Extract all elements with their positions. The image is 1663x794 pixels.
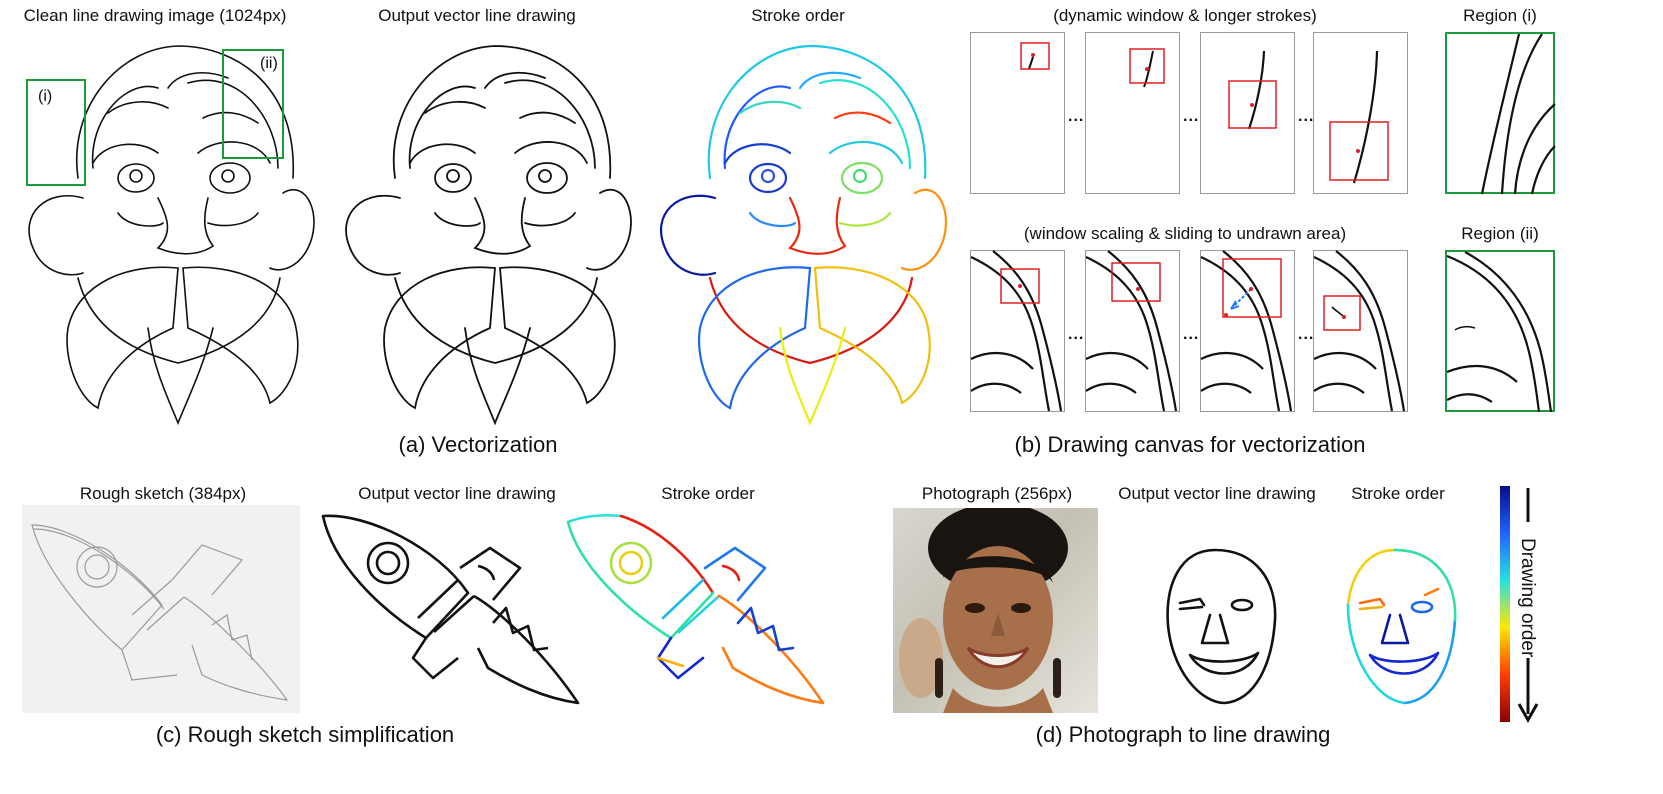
ellipsis-2: ... [1183,108,1200,125]
label-output-vector-a: Output vector line drawing [378,6,576,25]
face-photo-output-vector [1166,548,1277,705]
label-stroke-order-a: Stroke order [751,6,845,25]
caption-d: (d) Photograph to line drawing [1035,722,1331,747]
label-stroke-order-d: Stroke order [1351,484,1445,503]
label-clean-line-drawing: Clean line drawing image (1024px) [23,6,287,25]
ellipsis-4: ... [1068,326,1085,343]
canvas-row1-step3 [1200,32,1295,194]
ellipsis-3: ... [1298,108,1315,125]
region-i-zoom [1445,32,1556,195]
region-ii-tag: (ii) [260,55,278,72]
label-stroke-order-c: Stroke order [661,484,755,503]
face-clean-drawing [26,45,315,426]
ellipsis-1: ... [1068,108,1085,125]
ellipsis-6: ... [1298,326,1315,343]
rough-sketch-image [22,505,300,713]
canvas-row1-step1 [970,32,1065,194]
face-output-vector [345,45,632,426]
canvas-row2-step3 [1200,250,1295,412]
face-stroke-order [659,44,948,426]
caption-b: (b) Drawing canvas for vectorization [1014,432,1366,457]
caption-a: (a) Vectorization [398,432,558,457]
ellipsis-5: ... [1183,326,1200,343]
label-region-i: Region (i) [1463,6,1537,25]
canvas-row1-step2 [1085,32,1180,194]
rocket-output-vector [321,514,580,705]
rocket-stroke-order [566,513,825,705]
region-ii-zoom [1445,250,1555,413]
label-rough-sketch: Rough sketch (384px) [79,484,247,503]
drawing-order-label: Drawing order [1517,538,1538,658]
label-output-vector-c: Output vector line drawing [358,484,556,503]
face-photo-stroke-order [1346,548,1457,705]
drawing-order-colorbar [1500,486,1510,722]
label-photograph: Photograph (256px) [921,484,1073,503]
canvas-row2-step4 [1313,250,1408,412]
photograph-image [893,508,1098,713]
canvas-row2-step2 [1085,250,1180,412]
region-i-tag: (i) [38,88,53,105]
label-row2-b: (window scaling & sliding to undrawn are… [1023,224,1347,243]
caption-c: (c) Rough sketch simplification [155,722,455,747]
canvas-row2-step1 [970,250,1065,412]
label-region-ii: Region (ii) [1461,224,1539,243]
canvas-row1-step4 [1313,32,1408,194]
drawing-order-arrow [1517,488,1539,724]
label-row1-b: (dynamic window & longer strokes) [1053,6,1317,25]
label-output-vector-d: Output vector line drawing [1118,484,1316,503]
